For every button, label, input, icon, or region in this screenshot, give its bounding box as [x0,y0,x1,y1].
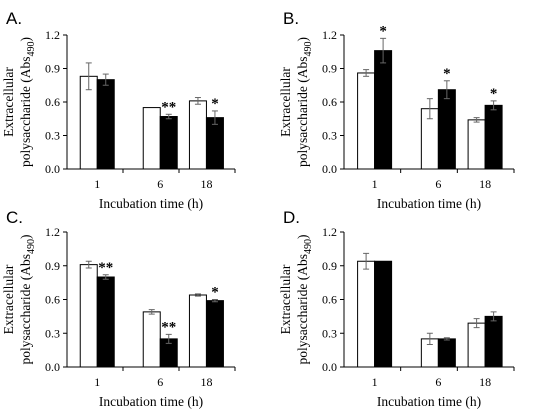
x-tick-label: 18 [200,177,212,191]
y-tick-label: 0.6 [322,293,337,307]
chart-panel: B. Extracellular polysaccharide (Abs490) 0.… [278,9,515,211]
y-tick-label: 0.6 [45,95,60,109]
bar-treated [374,260,393,368]
bar-control [79,264,98,368]
x-tick-label: 1 [94,177,100,191]
bar-treated [374,50,393,170]
y-tick-label: 0.9 [45,62,60,76]
x-tick-label: 6 [435,177,441,191]
y-axis-title-close: ) [295,37,310,42]
bar-treated [96,276,115,368]
y-axis-title: Extracellular polysaccharide (Abs490) [1,37,37,167]
y-axis-title-line1: Extracellular [278,264,293,334]
x-tick-label: 6 [435,375,441,389]
x-tick-label: 18 [479,177,491,191]
x-tick-label: 6 [157,375,163,389]
y-tick-label: 0.0 [45,360,60,374]
y-axis-title-subscript: 490 [26,41,37,56]
bar-treated [484,315,503,368]
bar-treated [96,79,115,170]
y-axis-title-close: ) [18,37,33,42]
x-tick-label: 6 [157,177,163,191]
y-axis-title-subscript: 490 [26,239,37,254]
y-tick-label: 1.2 [45,28,60,42]
y-axis-title-line2: polysaccharide (Abs [18,56,33,167]
y-axis-title-line2: polysaccharide (Abs [295,254,310,365]
y-axis-title-line1: Extracellular [1,264,16,334]
significance-mark: ** [161,319,176,335]
bar-treated [205,117,224,170]
significance-mark: * [211,96,219,112]
x-axis-title: Incubation time (h) [377,196,481,211]
y-axis-title-line1: Extracellular [278,67,293,137]
bar-treated [205,300,224,368]
significance-mark: ** [161,99,176,115]
bar-control [467,119,486,170]
y-tick-label: 0.3 [45,129,60,143]
x-axis-title: Incubation time (h) [99,394,203,409]
y-axis-title-line2: polysaccharide (Abs [295,56,310,167]
y-axis-title: Extracellular polysaccharide (Abs490) [278,234,314,364]
bar-treated [159,116,178,170]
x-tick-label: 1 [372,177,378,191]
x-tick-label: 18 [200,375,212,389]
significance-mark: * [379,23,387,39]
significance-mark: ** [98,260,113,276]
bar-control [188,100,207,170]
y-tick-label: 0.9 [322,62,337,76]
y-tick-label: 0.9 [45,259,60,273]
y-tick-label: 1.2 [45,225,60,239]
y-tick-label: 1.2 [322,225,337,239]
bar-control [142,311,161,368]
bar-control [188,294,207,368]
bar-treated [437,89,456,170]
bar-control [467,322,486,368]
y-tick-label: 0.3 [322,129,337,143]
bar-control [357,260,376,368]
panel-letter: D. [283,208,300,227]
x-axis-title: Incubation time (h) [99,196,203,211]
panel-letter: C. [6,208,23,227]
significance-mark: * [490,86,498,102]
significance-mark: * [443,66,451,82]
chart-panel: C. Extracellular polysaccharide (Abs490) 0.… [1,208,236,409]
significance-mark: * [211,285,219,301]
x-tick-label: 1 [94,375,100,389]
y-tick-label: 0.0 [45,162,60,176]
y-axis-title-line1: Extracellular [1,67,16,137]
y-tick-label: 0.9 [322,259,337,273]
y-axis-title: Extracellular polysaccharide (Abs490) [278,37,314,167]
y-axis-title-close: ) [18,234,33,239]
y-tick-label: 1.2 [322,28,337,42]
chart-panel: D. Extracellular polysaccharide (Abs490) 0.… [278,208,515,409]
bar-control [79,75,98,170]
bar-treated [437,338,456,368]
y-axis-title-close: ) [295,234,310,239]
y-tick-label: 0.0 [322,162,337,176]
panel-letter: A. [6,9,22,28]
x-tick-label: 18 [479,375,491,389]
y-tick-label: 0.6 [45,293,60,307]
y-axis-title-subscript: 490 [303,239,314,254]
y-tick-label: 0.3 [322,326,337,340]
bar-control [357,72,376,170]
bar-control [142,107,161,170]
y-tick-label: 0.3 [45,326,60,340]
chart-panel: A. Extracellular polysaccharide (Abs490) 0.… [1,9,236,211]
x-tick-label: 1 [372,375,378,389]
y-axis-title: Extracellular polysaccharide (Abs490) [1,234,37,364]
y-tick-label: 0.0 [322,360,337,374]
bar-treated [484,104,503,170]
panel-letter: B. [283,9,299,28]
y-axis-title-line2: polysaccharide (Abs [18,254,33,365]
y-tick-label: 0.6 [322,95,337,109]
x-axis-title: Incubation time (h) [377,394,481,409]
y-axis-title-subscript: 490 [303,41,314,56]
